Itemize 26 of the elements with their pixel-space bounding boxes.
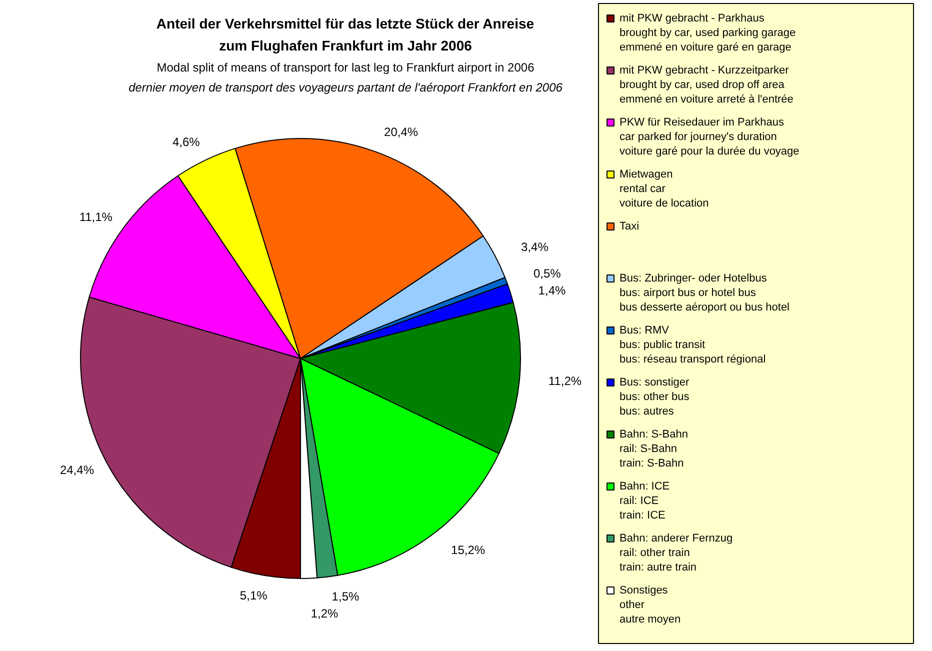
data-label: 15,2%	[451, 542, 486, 557]
data-label: 1,5%	[332, 590, 360, 604]
data-label: 11,2%	[548, 374, 582, 388]
data-label: 4,6%	[172, 134, 200, 149]
legend-label: Bus: RMV bus: public transit bus: réseau transport régional	[620, 324, 766, 366]
legend-label: Bus: Zubringer- oder Hotelbus bus: airport bus or hotel bus bus desserte aéroport ou bus hotel	[620, 272, 790, 314]
data-label: 20,4%	[384, 125, 418, 140]
text: Modal split of means of transport for last leg to Frankfurt airport in 2006 dernier moyen de transport des voyageurs partant de l'aéroport Frankfort en 2006	[128, 60, 563, 94]
legend-label: mit PKW gebracht - Kurzzeitparker brought by car, used drop off area emmené en voiture arreté à l'entrée	[620, 64, 794, 106]
data-label: 1,4%	[538, 284, 566, 298]
legend-label: mit PKW gebracht - Parkhaus brought by car, used parking garage emmené en voiture garé en garage	[620, 12, 796, 54]
legend-label: Bus: sonstiger bus: other bus bus: autres	[620, 376, 690, 418]
legend-label: Bahn: anderer Fernzug rail: other train train: autre train	[620, 532, 733, 574]
legend-label: Mietwagen rental car voiture de location	[620, 168, 709, 210]
data-label: 5,1%	[240, 588, 268, 602]
legend-label: Taxi	[620, 220, 640, 232]
text: Anteil der Verkehrsmittel für das letzte Stück der Anreise zum Flughafen Frankfurt im Jahr 2006	[156, 16, 534, 54]
legend-label: Bahn: ICE rail: ICE train: ICE	[620, 480, 670, 522]
data-label: 24,4%	[60, 463, 94, 478]
data-label: 1,2%	[310, 606, 339, 621]
legend-label: Bahn: S-Bahn rail: S-Bahn train: S-Bahn	[620, 428, 688, 470]
data-label: 0,5%	[533, 266, 562, 281]
legend-label: PKW für Reisedauer im Parkhaus car parked for journey's duration voiture garé pour la durée du voyage	[620, 116, 800, 158]
data-label: 11,1%	[79, 210, 113, 224]
data-label: 3,4%	[521, 240, 549, 254]
legend-label: Sonstiges other autre moyen	[620, 584, 681, 626]
